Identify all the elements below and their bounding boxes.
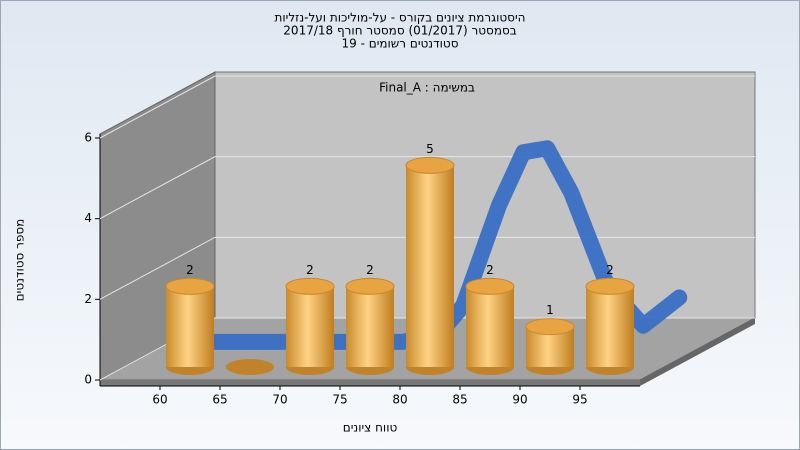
value-label: 5: [426, 142, 434, 156]
bar: 2: [345, 263, 395, 375]
y-axis-label: מספר סטודנטים: [13, 219, 27, 302]
bar: 2: [285, 263, 335, 375]
bar: 1: [525, 303, 575, 375]
value-label: 2: [606, 263, 614, 277]
bar-top: [585, 277, 635, 295]
bar: 2: [465, 263, 515, 375]
bar-top: [285, 277, 335, 295]
grid-line: [99, 156, 755, 220]
chart-title: סטודנטים רשומים - 19: [341, 37, 458, 51]
y-tick-label: 6: [84, 131, 92, 145]
bar-body: [286, 286, 334, 367]
bar-body: [466, 286, 514, 367]
bar-layer: 2 2 2 5 2 1 2: [165, 142, 635, 375]
floor-edge: [100, 380, 640, 386]
grid-line: [99, 317, 755, 381]
bar-top: [405, 156, 455, 174]
value-label: 1: [546, 303, 554, 317]
bar: 2: [585, 263, 635, 375]
y-tick-label: 4: [84, 211, 92, 225]
grid-line: [99, 75, 755, 139]
y-tick-label: 0: [84, 373, 92, 387]
y-tick-label: 2: [84, 292, 92, 306]
chart-title: היסטוגרמת ציונים בקורס - על-מוליכות ועל-…: [275, 11, 526, 25]
bar-body: [346, 286, 394, 367]
bar-base: [226, 359, 274, 375]
grid: 0 2 4 6 60 65 70 75 80 85 90 95: [84, 75, 755, 407]
value-label: 2: [366, 263, 374, 277]
bar-top: [165, 277, 215, 295]
x-tick-label: 70: [272, 393, 287, 407]
bar: 2: [165, 263, 215, 375]
chart-subtitle: במשימה : Final_A: [379, 81, 475, 95]
value-label: 2: [486, 263, 494, 277]
bar-top: [345, 277, 395, 295]
x-axis-label: טווח ציונים: [343, 421, 398, 435]
x-tick-label: 75: [332, 393, 347, 407]
bar-body: [586, 286, 634, 367]
value-label: 2: [186, 263, 194, 277]
x-tick-label: 90: [512, 393, 527, 407]
bar-body: [406, 165, 454, 367]
titles: היסטוגרמת ציונים בקורס - על-מוליכות ועל-…: [13, 11, 526, 435]
x-tick-label: 95: [572, 393, 587, 407]
bar: 5: [405, 142, 455, 375]
x-tick-label: 60: [152, 393, 167, 407]
x-tick-label: 80: [392, 393, 407, 407]
x-tick-label: 65: [212, 393, 227, 407]
chart-title: בסמסטר (01/2017) סמסטר חורף 2017/18: [283, 24, 516, 38]
bar: [226, 359, 274, 375]
floor-edge: [640, 318, 755, 386]
bar-top: [525, 318, 575, 336]
grid-line: [99, 236, 755, 300]
bar-body: [166, 286, 214, 367]
x-tick-label: 85: [452, 393, 467, 407]
bar-top: [465, 277, 515, 295]
value-label: 2: [306, 263, 314, 277]
